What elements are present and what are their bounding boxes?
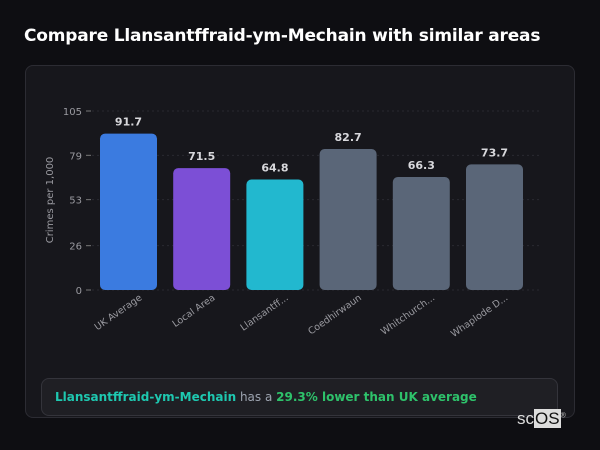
data-label: 82.7 [335, 131, 362, 144]
x-tick-label: Llansantff... [239, 292, 291, 333]
bar-4 [319, 149, 377, 290]
bar-6 [466, 164, 523, 290]
x-tick-label: Coedhirwaun [306, 292, 364, 337]
summary-box: Llansantffraid-ym-Mechain has a 29.3% lo… [41, 378, 558, 416]
y-tick-label: 0 [76, 286, 82, 297]
summary-area: Llansantffraid-ym-Mechain [55, 390, 237, 404]
y-tick-label: 53 [69, 196, 82, 207]
page-title: Compare Llansantffraid-ym-Mechain with s… [24, 26, 541, 46]
data-label: 64.8 [261, 162, 288, 175]
summary-middle: has a [236, 390, 277, 404]
x-tick-label: Whitchurch... [379, 292, 437, 337]
y-tick-label: 105 [63, 107, 82, 118]
bar-3 [246, 179, 304, 290]
summary-comparison: 29.3% lower than UK average [276, 390, 477, 404]
x-tick-label: Local Area [171, 292, 218, 329]
data-label: 66.3 [408, 159, 435, 172]
data-label: 73.7 [481, 146, 508, 159]
bar-5 [392, 176, 450, 290]
data-label: 91.7 [115, 116, 142, 129]
y-tick-label: 26 [69, 242, 82, 253]
bar-2 [173, 168, 231, 290]
x-tick-label: UK Average [93, 292, 145, 333]
y-axis-label: Crimes per 1,000 [45, 157, 56, 244]
scos-logo: scOS® [517, 409, 566, 428]
data-label: 71.5 [188, 150, 215, 163]
x-tick-label: Whaplode D... [449, 292, 510, 339]
y-tick-label: 79 [69, 151, 82, 162]
bar-1 [100, 133, 157, 290]
